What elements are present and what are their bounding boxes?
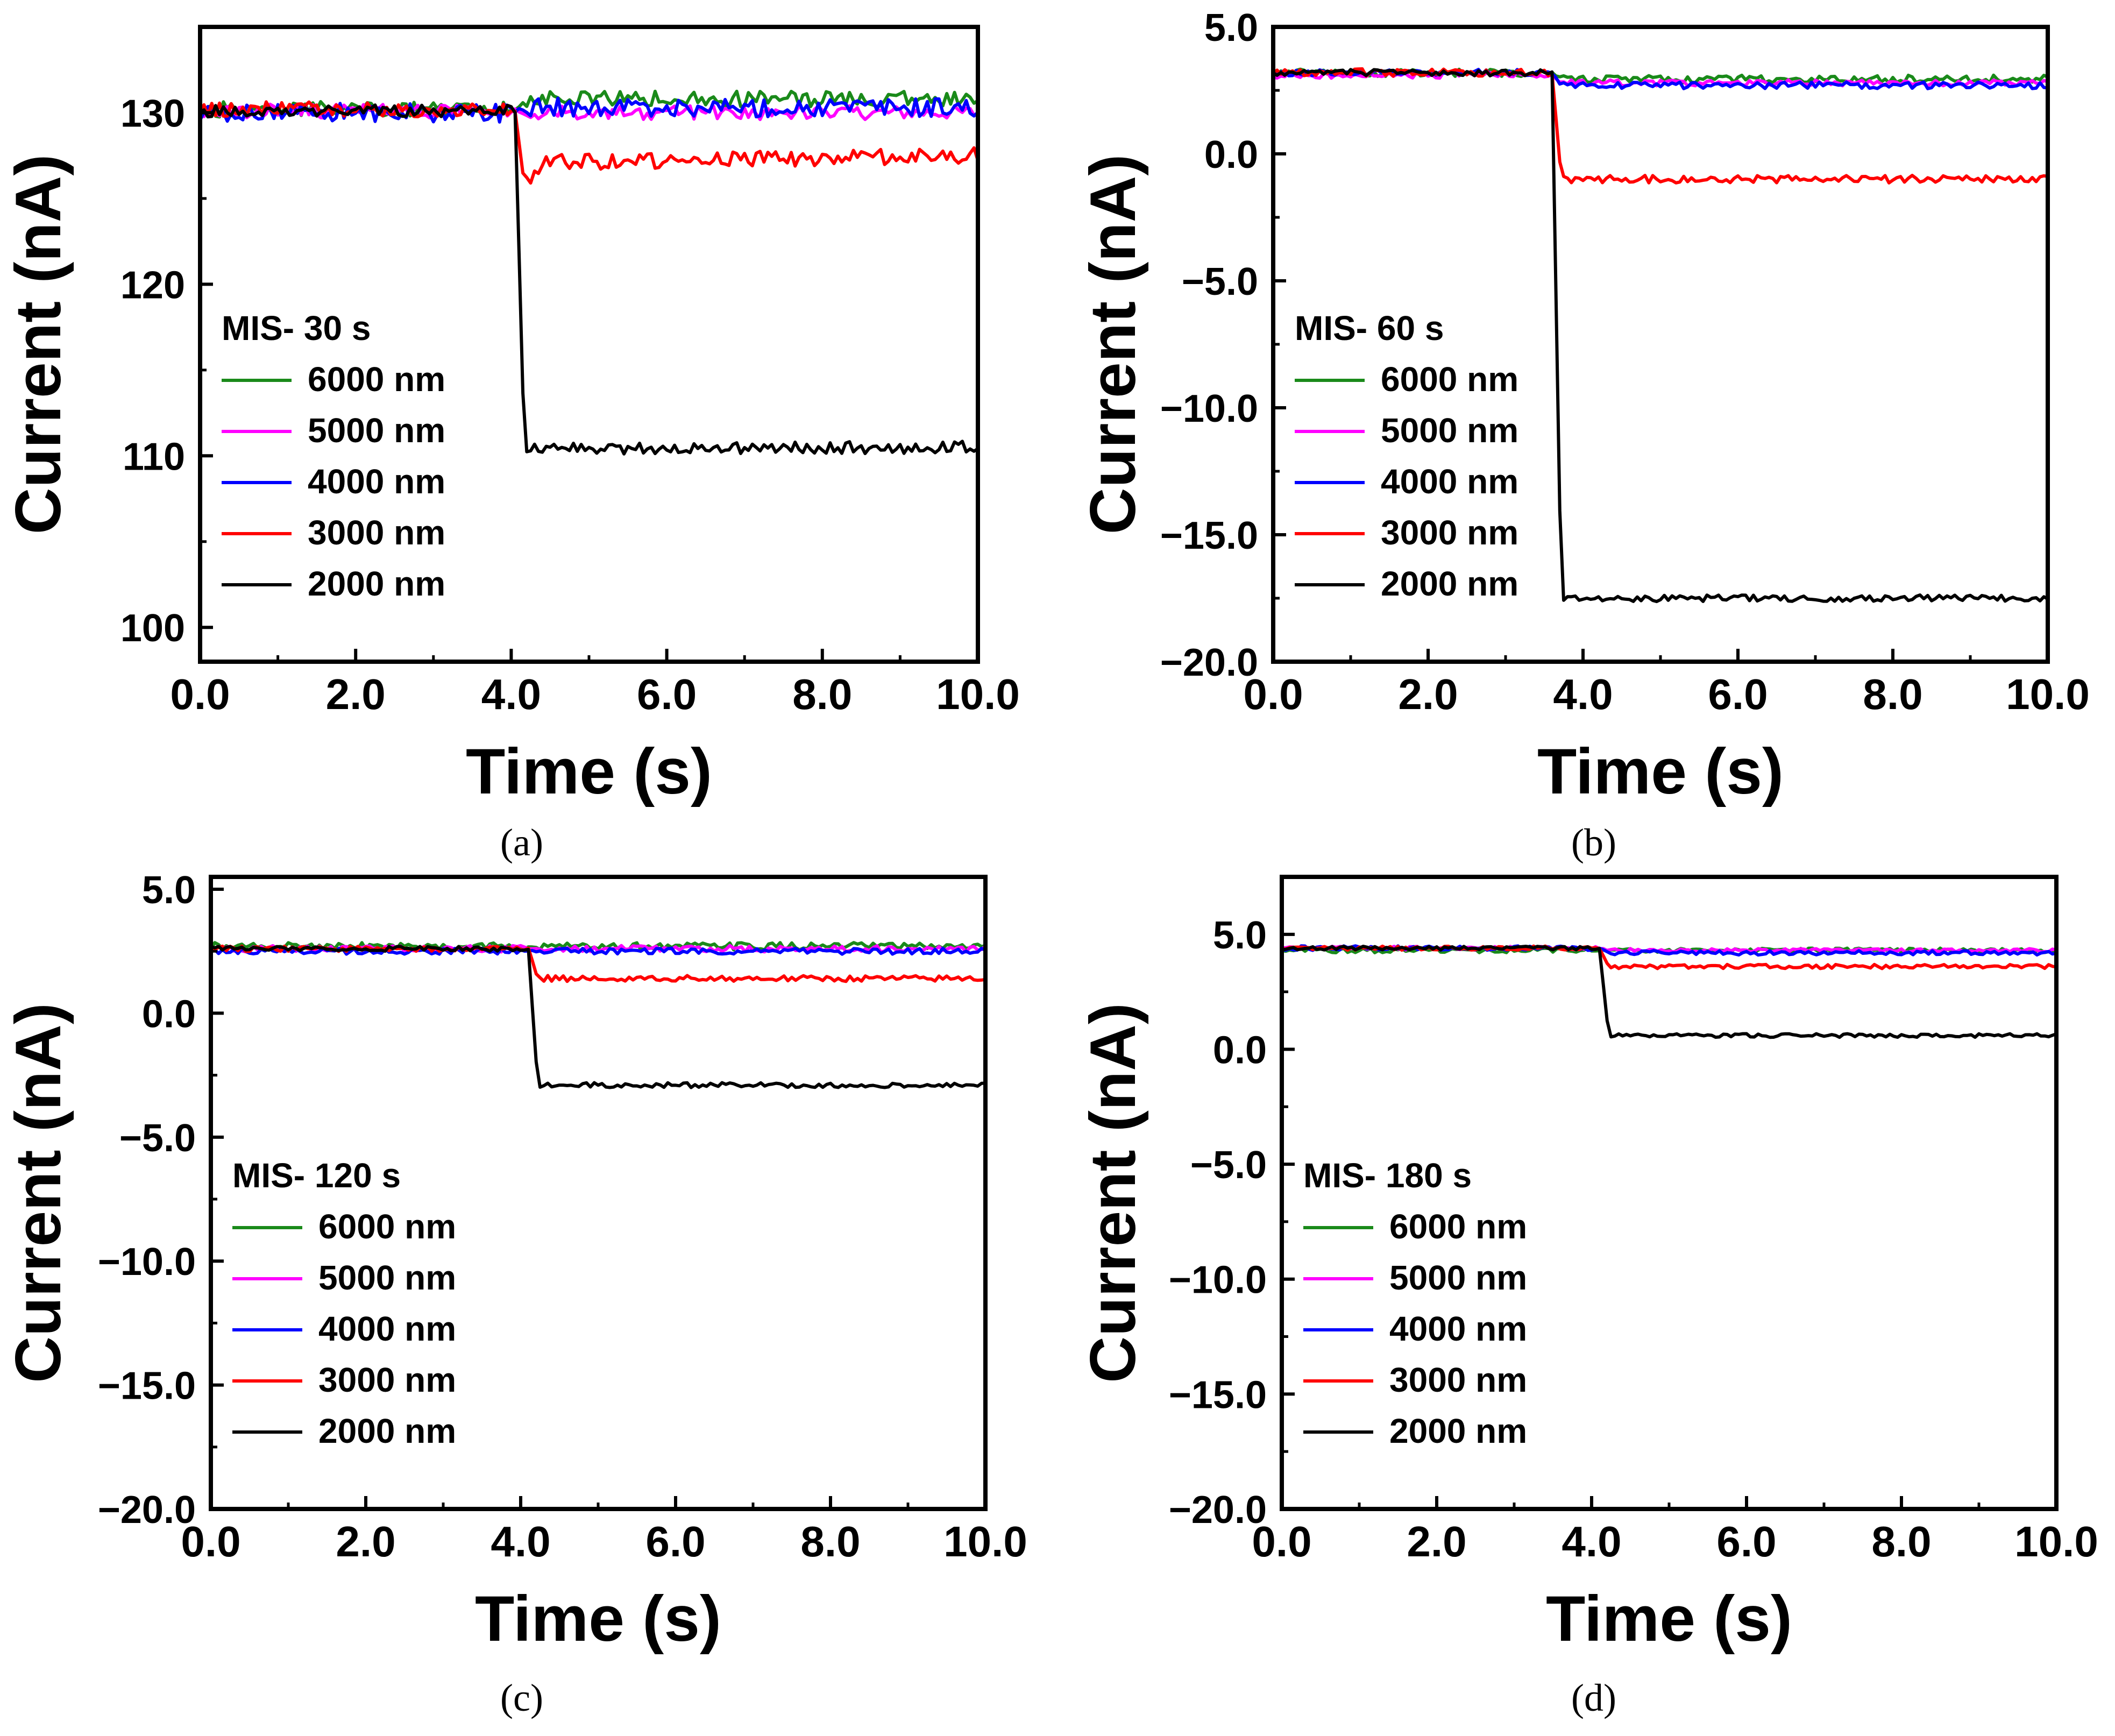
legend: MIS- 60 s 6000 nm 5000 nm 4000 nm 3000 nm 200… <box>1295 309 1518 603</box>
y-tick-label: −10.0 <box>98 1241 196 1284</box>
y-axis-title: Current (nA) <box>1077 154 1149 535</box>
y-tick-label: 5.0 <box>1204 6 1258 49</box>
y-tick-label: 110 <box>123 435 185 478</box>
y-tick-label: −15.0 <box>98 1365 196 1408</box>
y-tick-label: −5.0 <box>1190 1144 1267 1187</box>
y-axis-title: Current (nA) <box>2 1003 74 1383</box>
x-axis-title: Time (s) <box>1546 1583 1792 1655</box>
x-tick-label: 2.0 <box>1407 1518 1466 1565</box>
y-tick-label: 0.0 <box>1204 133 1258 176</box>
x-tick-label: 4.0 <box>491 1518 550 1565</box>
y-tick-label: −20.0 <box>1160 641 1258 684</box>
x-tick-label: 10.0 <box>936 670 1020 718</box>
x-tick-label: 8.0 <box>800 1518 860 1565</box>
x-axis-title: Time (s) <box>475 1583 721 1655</box>
y-tick-label: 130 <box>120 92 185 135</box>
legend-label: 5000 nm <box>1389 1258 1527 1297</box>
series-line-3000-nm <box>198 100 980 185</box>
x-axis-title: Time (s) <box>1537 735 1784 807</box>
series-line-4000-nm <box>198 96 980 124</box>
x-tick-label: 6.0 <box>645 1518 705 1565</box>
x-tick-label: 10.0 <box>2006 670 2090 718</box>
legend: MIS- 180 s 6000 nm 5000 nm 4000 nm 3000 nm 20… <box>1303 1156 1527 1450</box>
legend-label: 3000 nm <box>308 513 445 552</box>
series-line-2000-nm <box>1272 68 2049 604</box>
y-tick-label: 0.0 <box>142 993 196 1036</box>
x-tick-label: 2.0 <box>1398 670 1458 718</box>
x-tick-label: 4.0 <box>481 670 541 718</box>
legend-label: 4000 nm <box>308 462 445 501</box>
series-line-6000-nm <box>209 941 986 952</box>
y-tick-label: −15.0 <box>1160 514 1258 557</box>
y-tick-label: −10.0 <box>1169 1259 1267 1302</box>
panel-caption: (a) <box>500 821 543 864</box>
x-tick-label: 8.0 <box>1871 1518 1931 1565</box>
legend: MIS- 120 s 6000 nm 5000 nm 4000 nm 3000 nm 20… <box>232 1156 456 1450</box>
x-axis-title: Time (s) <box>466 735 712 807</box>
legend-label: 4000 nm <box>1389 1309 1527 1348</box>
legend: MIS- 30 s 6000 nm 5000 nm 4000 nm 3000 nm 200… <box>222 309 445 603</box>
legend-title: MIS- 30 s <box>222 309 371 348</box>
x-tick-label: 10.0 <box>943 1518 1027 1565</box>
y-tick-label: −5.0 <box>119 1117 196 1160</box>
x-tick-label: 0.0 <box>181 1518 240 1565</box>
panel-b: 0.0 2.0 4.0 6.0 8.0 10.0 −20.0 −15.0 −10.0 −5.0 0.… <box>1077 6 2090 864</box>
x-tick-label: 2.0 <box>326 670 386 718</box>
legend-label: 4000 nm <box>1381 462 1518 501</box>
legend-title: MIS- 60 s <box>1295 309 1444 348</box>
y-tick-label: 5.0 <box>142 869 196 912</box>
legend-label: 6000 nm <box>308 360 445 399</box>
x-tick-label: 8.0 <box>1863 670 1922 718</box>
legend-label: 6000 nm <box>1389 1207 1527 1246</box>
panel-d: 0.0 2.0 4.0 6.0 8.0 10.0 −20.0 −15.0 −10.0 −5.0 0.… <box>1077 875 2098 1719</box>
legend-label: 3000 nm <box>318 1361 456 1399</box>
legend-label: 5000 nm <box>308 411 445 450</box>
legend-label: 2000 nm <box>308 564 445 603</box>
x-tick-label: 4.0 <box>1553 670 1613 718</box>
y-tick-label: 5.0 <box>1213 914 1267 957</box>
panel-caption: (b) <box>1571 821 1616 864</box>
x-tick-label: 6.0 <box>1708 670 1768 718</box>
x-tick-label: 0.0 <box>1243 670 1303 718</box>
y-tick-label: −20.0 <box>1169 1489 1267 1532</box>
y-tick-label: 0.0 <box>1213 1029 1267 1072</box>
legend-label: 5000 nm <box>318 1258 456 1297</box>
panel-c: 0.0 2.0 4.0 6.0 8.0 10.0 −20.0 −15.0 −10.0 −5.0 0.… <box>2 869 1027 1719</box>
y-axis-title: Current (nA) <box>1077 1003 1149 1383</box>
legend-label: 5000 nm <box>1381 411 1518 450</box>
series-line-2000-nm <box>1281 945 2057 1039</box>
x-tick-label: 10.0 <box>2014 1518 2098 1565</box>
legend-label: 2000 nm <box>318 1412 456 1450</box>
x-tick-label: 8.0 <box>792 670 852 718</box>
series-line-2000-nm <box>199 103 979 456</box>
x-tick-label: 6.0 <box>637 670 697 718</box>
x-tick-label: 4.0 <box>1562 1518 1621 1565</box>
x-tick-label: 2.0 <box>336 1518 395 1565</box>
series-line-2000-nm <box>210 945 986 1089</box>
legend-label: 6000 nm <box>1381 360 1518 399</box>
x-tick-label: 6.0 <box>1716 1518 1776 1565</box>
y-tick-label: −10.0 <box>1160 387 1258 430</box>
y-tick-label: −20.0 <box>98 1489 196 1532</box>
legend-title: MIS- 120 s <box>232 1156 401 1195</box>
legend-label: 3000 nm <box>1381 513 1518 552</box>
legend-label: 6000 nm <box>318 1207 456 1246</box>
legend-label: 2000 nm <box>1381 564 1518 603</box>
y-axis-title: Current (nA) <box>2 154 74 535</box>
panel-a: 0.0 2.0 4.0 6.0 8.0 10.0 100 110 120 130 Time (s) C… <box>2 25 1020 864</box>
y-tick-label: 120 <box>120 264 185 307</box>
panel-caption: (c) <box>500 1676 543 1719</box>
panel-caption: (d) <box>1571 1676 1616 1719</box>
legend-label: 4000 nm <box>318 1309 456 1348</box>
y-tick-label: −15.0 <box>1169 1373 1267 1416</box>
y-tick-label: 100 <box>120 607 185 650</box>
x-tick-label: 0.0 <box>170 670 230 718</box>
legend-label: 2000 nm <box>1389 1412 1527 1450</box>
legend-label: 3000 nm <box>1389 1361 1527 1399</box>
series-line-3000-nm <box>1272 67 2048 185</box>
x-tick-label: 0.0 <box>1252 1518 1311 1565</box>
y-tick-label: −5.0 <box>1182 260 1258 303</box>
legend-title: MIS- 180 s <box>1303 1156 1472 1195</box>
